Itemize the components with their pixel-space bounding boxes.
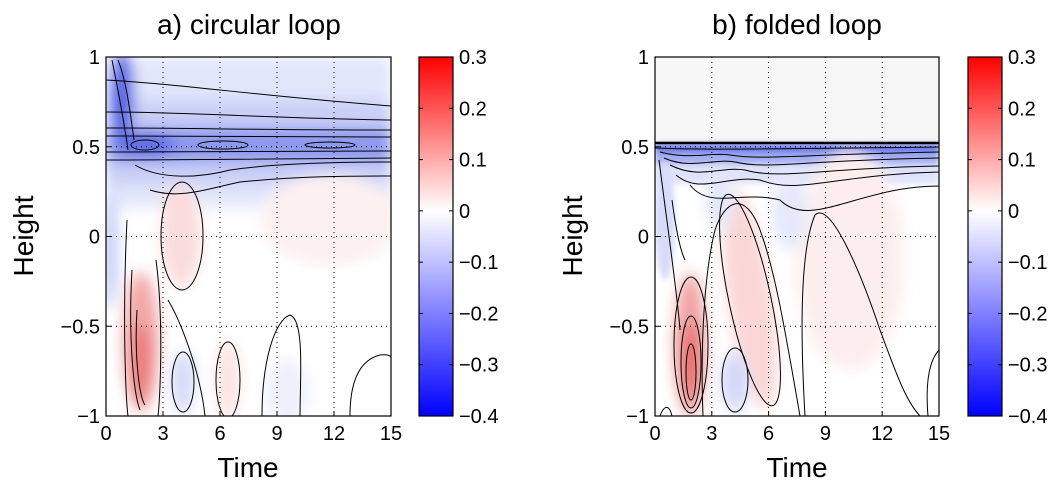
panel-b-colorbar-tick-label: −0.2 — [1008, 303, 1047, 325]
panel-a-xtick-label: 12 — [323, 423, 345, 445]
panel-b-xtick-label: 6 — [763, 423, 774, 445]
panel-a-colorbar-tick-label: 0 — [459, 201, 470, 223]
panel-a-positive-lobes — [123, 175, 391, 416]
panel-a-ytick-label: 1 — [89, 47, 100, 69]
panel-a: a) circular loop — [8, 9, 498, 483]
panel-b-colorbar-tick-label: 0.1 — [1008, 150, 1036, 172]
panel-b-negative-lobes — [706, 170, 808, 412]
panel-a-colorbar — [418, 56, 454, 417]
panel-b-colorbar-tick-label: −0.4 — [1008, 406, 1047, 428]
panel-b-colorbar-tick-label: 0 — [1008, 201, 1019, 223]
panel-a-negative-lobes — [171, 350, 309, 416]
panel-a-ytick-label: 0.5 — [72, 137, 100, 159]
panel-a-ytick-label: −1 — [77, 406, 100, 428]
panel-b-xtick-label: 3 — [706, 423, 717, 445]
panel-a-xtick-label: 0 — [100, 423, 111, 445]
panel-b-title: b) folded loop — [712, 9, 882, 40]
panel-b-ytick-label: 0 — [638, 227, 649, 249]
panel-b-field — [655, 57, 939, 416]
panel-b-ylabel: Height — [557, 195, 588, 276]
panel-a-colorbar-tick-label: −0.2 — [459, 303, 498, 325]
panel-a-ytick-label: −0.5 — [61, 316, 100, 338]
panel-a-field — [106, 57, 391, 416]
panel-a-colorbar-tick-label: 0.3 — [459, 47, 487, 69]
panel-a-xtick-label: 3 — [157, 423, 168, 445]
panel-a-xtick-label: 9 — [271, 423, 282, 445]
panel-a-yticks: −1 −0.5 0 0.5 1 — [61, 47, 111, 428]
panel-b-xticks: 0 3 6 9 12 15 — [649, 411, 950, 445]
panel-a-contours — [106, 59, 391, 416]
panel-b-yticks: −1 −0.5 0 0.5 1 — [610, 47, 660, 428]
panel-b-xtick-label: 0 — [649, 423, 660, 445]
panel-b-xtick-label: 9 — [820, 423, 831, 445]
panel-a-ylabel: Height — [8, 195, 39, 276]
panel-a-colorbar-tick-label: −0.3 — [459, 355, 498, 377]
panel-b-colorbar — [967, 56, 1003, 417]
panel-a-colorbar-tick-label: −0.4 — [459, 406, 498, 428]
panel-b-colorbar-tick-label: −0.1 — [1008, 252, 1047, 274]
panel-b-xtick-label: 15 — [928, 423, 950, 445]
panel-a-xticks: 0 3 6 9 12 15 — [100, 411, 402, 445]
panel-a-xlabel: Time — [217, 452, 278, 483]
panel-a-xtick-label: 6 — [214, 423, 225, 445]
panel-a-colorbar-tick-label: 0.2 — [459, 98, 487, 120]
panel-b-positive-lobes — [674, 150, 905, 416]
panel-b-colorbar-ticks: 0.3 0.2 0.1 0 −0.1 −0.2 −0.3 −0.4 — [968, 47, 1047, 428]
panel-b-xtick-label: 12 — [871, 423, 893, 445]
panel-a-title: a) circular loop — [157, 9, 341, 40]
panel-b-colorbar-tick-label: 0.3 — [1008, 47, 1036, 69]
panel-b-ytick-label: −0.5 — [610, 316, 649, 338]
panel-a-colorbar-tick-label: 0.1 — [459, 150, 487, 172]
panel-b-ytick-label: 1 — [638, 47, 649, 69]
panel-a-ytick-label: 0 — [89, 227, 100, 249]
panel-b-xlabel: Time — [766, 452, 827, 483]
panel-a-colorbar-ticks: 0.3 0.2 0.1 0 −0.1 −0.2 −0.3 −0.4 — [419, 47, 498, 428]
panel-b-ytick-label: 0.5 — [621, 137, 649, 159]
panel-b-colorbar-tick-label: −0.3 — [1008, 355, 1047, 377]
panel-b: b) folded loop — [557, 9, 1047, 483]
panel-a-xtick-label: 15 — [380, 423, 402, 445]
panel-b-colorbar-tick-label: 0.2 — [1008, 98, 1036, 120]
panel-b-ytick-label: −1 — [626, 406, 649, 428]
panel-b-masked-region — [655, 57, 939, 144]
panel-a-colorbar-tick-label: −0.1 — [459, 252, 498, 274]
